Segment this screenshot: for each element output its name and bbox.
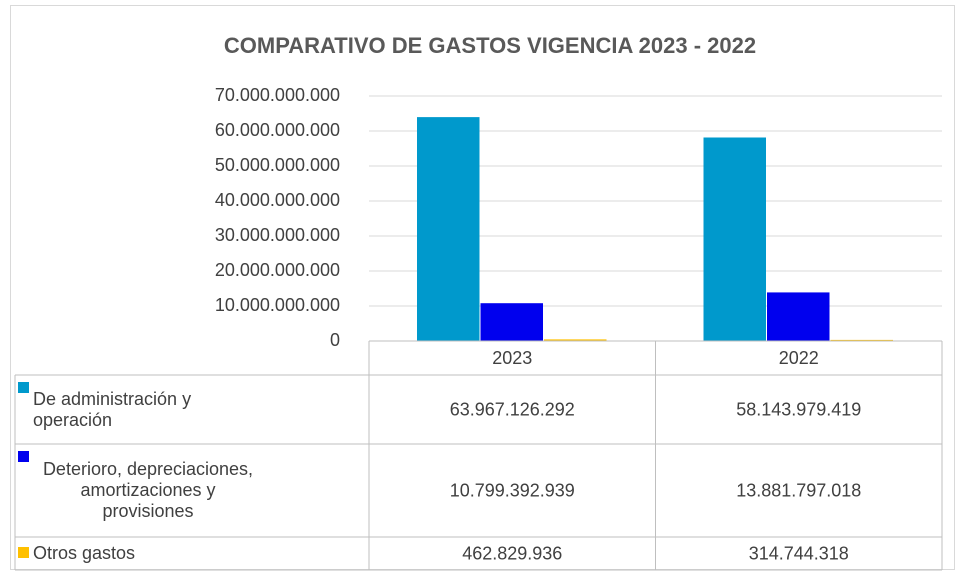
table-value: 63.967.126.292 xyxy=(450,399,575,419)
table-value: 10.799.392.939 xyxy=(450,480,575,500)
bar xyxy=(417,117,480,342)
y-tick-label: 30.000.000.000 xyxy=(215,225,340,245)
x-tick-label: 2023 xyxy=(492,348,532,368)
legend-key xyxy=(18,451,29,462)
legend-label: Deterioro, depreciaciones, amortizacione… xyxy=(42,459,254,521)
y-tick-label: 60.000.000.000 xyxy=(215,120,340,140)
y-tick-label: 0 xyxy=(330,330,340,350)
table-value: 462.829.936 xyxy=(462,543,562,563)
y-tick-label: 40.000.000.000 xyxy=(215,190,340,210)
legend-entry: De administración y operación xyxy=(18,375,363,444)
y-tick-label: 10.000.000.000 xyxy=(215,295,340,315)
y-tick-label: 70.000.000.000 xyxy=(215,85,340,105)
bar xyxy=(480,303,543,341)
x-tick-label: 2022 xyxy=(779,348,819,368)
bar xyxy=(544,339,607,341)
bar xyxy=(703,137,766,341)
table-value: 58.143.979.419 xyxy=(736,399,861,419)
legend-entry: Otros gastos xyxy=(18,537,363,570)
chart-border xyxy=(10,5,955,570)
legend-key xyxy=(18,382,29,393)
y-tick-label: 50.000.000.000 xyxy=(215,155,340,175)
bar xyxy=(830,339,893,341)
legend-entry: Deterioro, depreciaciones, amortizacione… xyxy=(18,444,363,537)
legend-label: Otros gastos xyxy=(33,543,136,563)
table-value: 314.744.318 xyxy=(749,543,849,563)
chart-title: COMPARATIVO DE GASTOS VIGENCIA 2023 - 20… xyxy=(224,33,756,58)
y-tick-label: 20.000.000.000 xyxy=(215,260,340,280)
bar xyxy=(767,292,830,341)
legend-key xyxy=(18,547,29,558)
table-value: 13.881.797.018 xyxy=(736,480,861,500)
legend-label: De administración y operación xyxy=(33,388,192,430)
